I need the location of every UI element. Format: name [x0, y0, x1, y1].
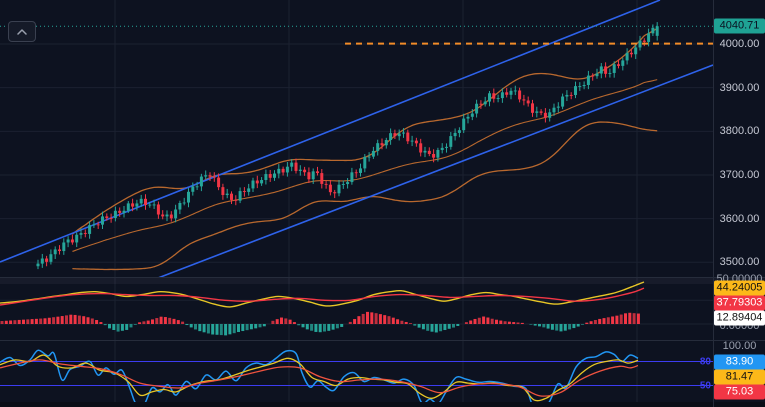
oscillator-line-slow [0, 287, 645, 306]
bollinger-lower-band [72, 121, 658, 271]
oscillator-value-badge-1: 44.24005 [714, 280, 765, 296]
histogram-layer [0, 311, 640, 336]
pane-separator-2[interactable] [0, 340, 765, 341]
trendline-channel-lower[interactable] [158, 64, 713, 278]
price-tick-label: 4000.00 [719, 38, 760, 50]
price-tick-label: 3800.00 [719, 125, 760, 138]
oscillator-value-badge-2: 37.79303 [714, 295, 765, 311]
stochastic-value-badge-2: 81.47 [714, 369, 765, 385]
pane-separator-1[interactable] [0, 277, 765, 278]
price-tick-label: 3700.00 [719, 168, 760, 181]
price-tick-label: 3600.00 [719, 212, 760, 225]
bollinger-basis [72, 79, 658, 252]
stochastic-value-badge-1: 83.90 [714, 354, 765, 370]
last-price-badge: 4040.71 [714, 18, 765, 34]
price-tick-label: 3900.00 [719, 81, 760, 94]
level-label-50: 50 [699, 380, 711, 391]
oscillator-pane [0, 281, 645, 336]
main-price-pane [0, 0, 713, 278]
stochastic-line-mid [0, 354, 639, 402]
candles-layer [36, 22, 659, 270]
pane-separator-highlight [0, 277, 765, 284]
level-label-80: 80 [699, 356, 711, 367]
time-axis-strip [0, 402, 765, 407]
stochastic-tick-label: 100.00 [722, 339, 757, 352]
stochastic-value-badge-3: 75.03 [714, 384, 765, 400]
price-tick-label: 3500.00 [719, 256, 760, 269]
stochastic-line-slow [0, 359, 639, 397]
chevron-up-icon [17, 28, 27, 35]
stochastic-pane [0, 349, 713, 407]
collapse-toolbar-button[interactable] [8, 21, 36, 42]
oscillator-value-badge-3: 12.89404 [714, 310, 765, 326]
oscillator-line-fast [0, 281, 645, 308]
price-scale[interactable]: 4000.00 3900.00 3800.00 3700.00 3600.00 3500.… [713, 0, 765, 407]
